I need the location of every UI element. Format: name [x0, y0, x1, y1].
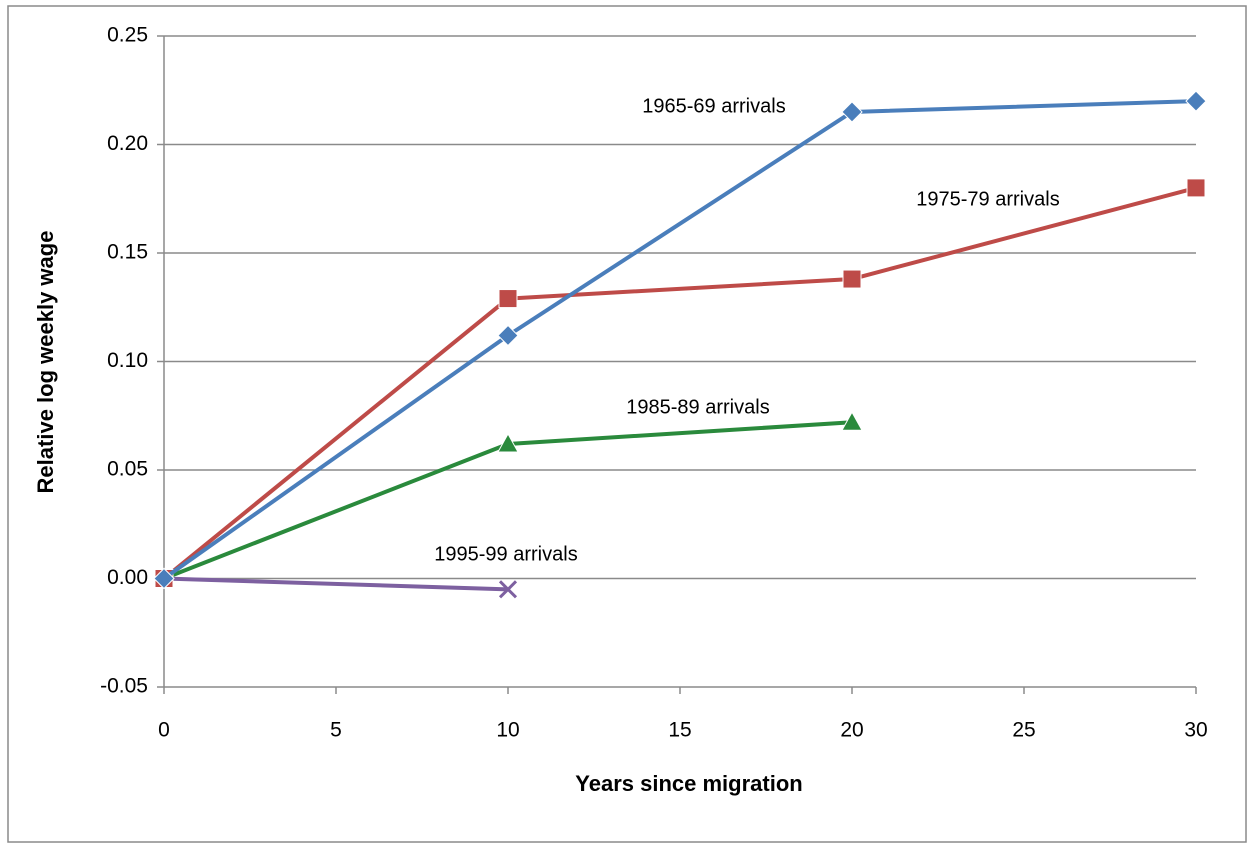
y-tick-label: -0.05: [100, 675, 148, 698]
y-tick-label: 0.00: [107, 566, 148, 589]
series-annotation: 1975-79 arrivals: [916, 188, 1059, 210]
y-tick-label: 0.25: [107, 24, 148, 47]
data-point: [841, 101, 863, 123]
y-tick-label: 0.05: [107, 458, 148, 481]
series-line: [163, 576, 509, 592]
data-point: [497, 432, 519, 453]
y-tick-label: 0.15: [107, 241, 148, 264]
data-point: [497, 324, 519, 347]
data-point: [842, 269, 862, 289]
data-point: [153, 567, 175, 590]
data-point: [1185, 90, 1207, 112]
series-annotation: 1985-89 arrivals: [626, 396, 769, 418]
series-line: [162, 99, 1197, 581]
data-point: [498, 289, 518, 309]
data-point: [841, 411, 863, 431]
series-annotation: 1965-69 arrivals: [642, 95, 785, 117]
x-axis-title: Years since migration: [575, 771, 802, 796]
chart-frame: [7, 5, 1247, 843]
y-tick-label: 0.10: [107, 349, 148, 372]
y-tick-label: 0.20: [107, 132, 148, 155]
x-tick-label: 20: [840, 719, 863, 742]
y-axis-title: Relative log weekly wage: [33, 231, 58, 494]
data-point: [498, 580, 518, 599]
series-line: [162, 185, 1197, 581]
x-tick-label: 30: [1184, 719, 1207, 742]
x-tick-label: 5: [330, 719, 342, 742]
series-annotation: 1995-99 arrivals: [434, 543, 577, 565]
data-point: [1186, 178, 1206, 198]
x-tick-label: 10: [496, 719, 519, 742]
x-tick-label: 0: [158, 719, 170, 742]
x-tick-label: 15: [668, 719, 691, 742]
x-tick-label: 25: [1012, 719, 1035, 742]
